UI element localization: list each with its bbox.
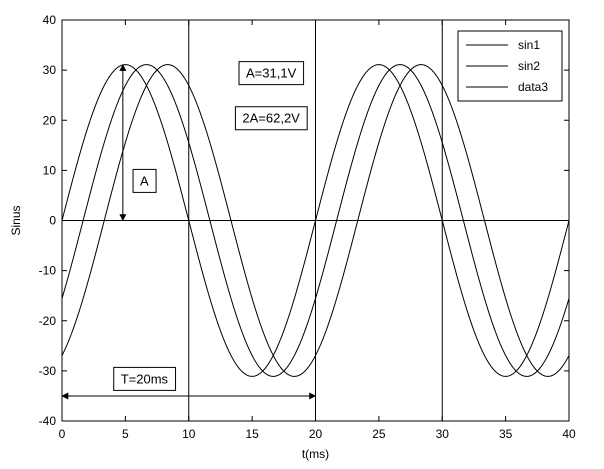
legend-label: sin1 [518,38,540,52]
y-tick-label: 40 [43,13,57,27]
legend-label: sin2 [518,59,540,73]
annotation-text: 2A=62,2V [242,111,300,126]
series-line-sin2 [61,64,570,377]
x-tick-label: 10 [182,427,196,441]
legend: sin1 sin2 data3 [457,30,563,102]
x-axis-label: t(ms) [302,447,329,461]
x-tick-label: 5 [122,427,129,441]
annotation-text: T=20ms [121,371,169,386]
x-tick-label: 20 [309,427,323,441]
x-tick-label: 0 [59,427,66,441]
y-tick-label: 20 [43,113,57,127]
x-tick-label: 15 [245,427,259,441]
x-tick-label: 25 [372,427,386,441]
annotation-text: A=31,1V [246,66,297,81]
annotation-amp: A=31,1V [238,61,305,86]
annotation-a: A [132,168,157,193]
y-axis-label: Sinus [9,205,23,235]
y-tick-label: 10 [43,163,57,177]
series-line-data3 [61,64,570,377]
annotation-text: A [140,173,149,188]
x-tick-label: 30 [436,427,450,441]
annotation-arrows [61,63,317,400]
y-tick-label: -40 [39,414,57,428]
x-tick-label: 35 [499,427,513,441]
axis-ticks: 0 5 10 15 20 25 30 35 40 -40 -30 -20 -10 0 10 20 30 40 [39,13,576,441]
sine-curves [61,64,570,377]
y-tick-label: 30 [43,63,57,77]
legend-label: data3 [518,80,548,94]
y-tick-label: -30 [39,364,57,378]
annotation-peak2peak: 2A=62,2V [234,106,308,131]
annotation-boxes: A=31,1V 2A=62,2V A T=20ms [113,61,308,391]
y-tick-label: -10 [39,264,57,278]
y-tick-label: -20 [39,314,57,328]
x-tick-label: 40 [562,427,576,441]
y-tick-label: 0 [49,214,56,228]
annotation-period: T=20ms [113,366,177,391]
